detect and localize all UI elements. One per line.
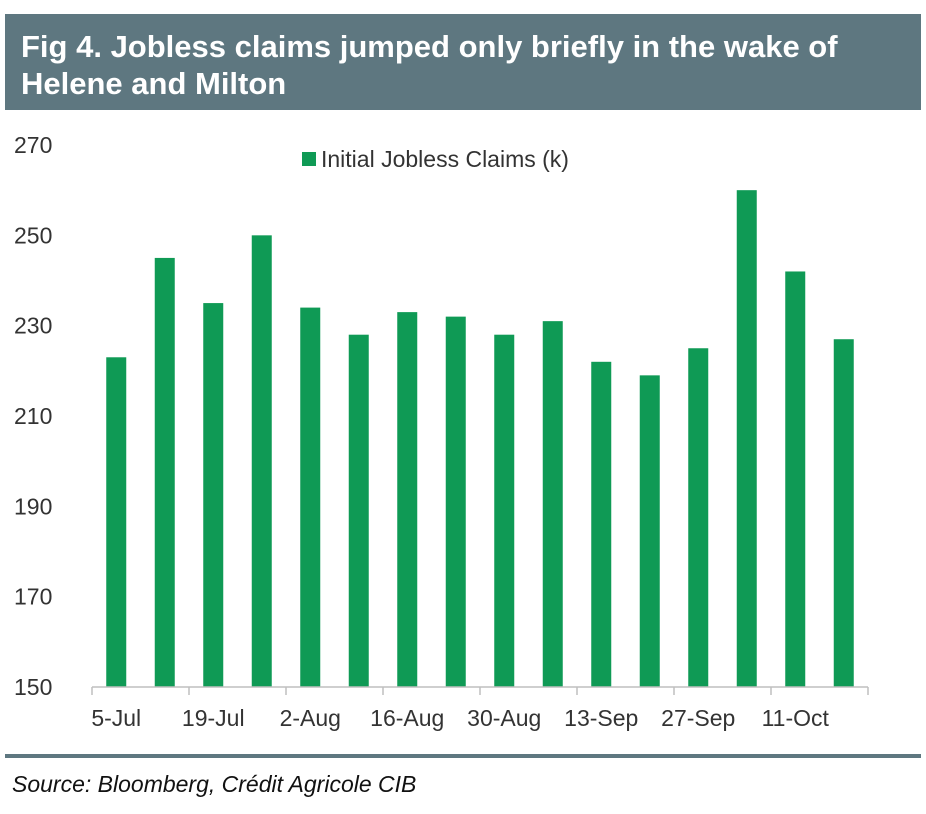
chart-title: Fig 4. Jobless claims jumped only briefl… — [21, 29, 838, 101]
bar — [639, 375, 660, 687]
footer-rule — [5, 754, 921, 758]
y-tick-label: 250 — [14, 222, 52, 248]
y-tick-label: 190 — [14, 493, 52, 519]
chart-title-bar: Fig 4. Jobless claims jumped only briefl… — [5, 14, 921, 110]
bar — [833, 339, 854, 687]
x-tick-label: 2-Aug — [280, 705, 341, 731]
bar — [591, 361, 612, 687]
bar — [445, 316, 466, 687]
y-tick-label: 270 — [14, 132, 52, 158]
bar — [300, 307, 321, 687]
bar — [542, 321, 563, 687]
x-tick-label: 13-Sep — [564, 705, 638, 731]
x-tick-label: 30-Aug — [467, 705, 541, 731]
x-axis: 5-Jul 19-Jul 2-Aug 16-Aug 30-Aug 13-Sep 27-Sep… — [91, 686, 869, 731]
bar — [348, 334, 369, 687]
bar — [203, 303, 224, 687]
source-note: Source: Bloomberg, Crédit Agricole CIB — [12, 771, 417, 797]
legend-swatch — [302, 152, 316, 166]
legend-label: Initial Jobless Claims (k) — [321, 146, 569, 172]
bar — [785, 271, 806, 687]
bar — [397, 312, 418, 687]
bar-chart: 150 170 190 210 230 250 270 5-Jul 19-Jul 2-Aug 16… — [14, 132, 869, 731]
x-tick-label: 27-Sep — [661, 705, 735, 731]
bar — [106, 357, 127, 687]
y-tick-label: 150 — [14, 674, 52, 700]
bar — [251, 235, 272, 687]
legend: Initial Jobless Claims (k) — [302, 146, 569, 172]
bar — [154, 257, 175, 687]
bar-series — [106, 190, 854, 688]
y-axis-ticks: 150 170 190 210 230 250 270 — [14, 132, 52, 700]
x-tick-label: 11-Oct — [762, 705, 830, 731]
bar — [494, 334, 515, 687]
x-tick-label: 16-Aug — [370, 705, 444, 731]
y-tick-label: 230 — [14, 313, 52, 339]
x-tick-label: 5-Jul — [91, 705, 141, 731]
chart-area: 150 170 190 210 230 250 270 5-Jul 19-Jul 2-Aug 16… — [0, 110, 926, 750]
x-tick-label: 19-Jul — [182, 705, 245, 731]
bar — [736, 190, 757, 688]
bar — [688, 348, 709, 687]
y-tick-label: 210 — [14, 403, 52, 429]
y-tick-label: 170 — [14, 584, 52, 610]
